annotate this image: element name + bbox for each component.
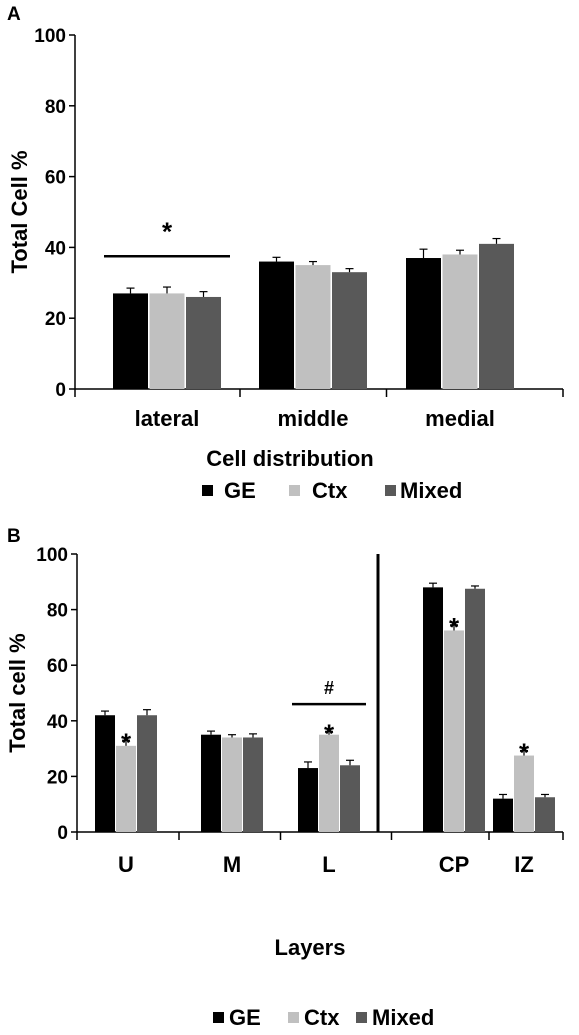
- legend-swatch-ctx: [289, 485, 300, 496]
- y-tick-label: 0: [55, 380, 66, 401]
- legend-label-ctx: Ctx: [304, 1005, 340, 1030]
- significance-marker: *: [324, 718, 335, 748]
- y-axis-title: Total cell %: [5, 633, 30, 752]
- bar-ge: [201, 734, 221, 832]
- bar-ctx: [444, 630, 464, 832]
- bar-mixed: [137, 715, 157, 832]
- y-tick-label: 20: [45, 309, 66, 330]
- legend-swatch-ctx: [288, 1012, 299, 1023]
- x-category-label: U: [118, 852, 134, 877]
- chart-panel-b: B 0 20 40 60 80 100 U M L CP IZ Layers Total cell % * *…: [5, 526, 564, 1030]
- x-category-label: lateral: [135, 406, 200, 431]
- bar-ge: [493, 798, 513, 832]
- y-tick-label: 40: [47, 712, 68, 733]
- bar-ge: [259, 261, 294, 389]
- legend: GE Ctx Mixed: [202, 478, 462, 503]
- panel-letter: A: [7, 4, 21, 25]
- bar-mixed: [479, 243, 514, 389]
- bar-mixed: [332, 272, 367, 389]
- x-category-label: middle: [278, 406, 349, 431]
- y-tick-label: 100: [36, 545, 68, 566]
- x-category-label: IZ: [514, 852, 534, 877]
- significance-marker: *: [162, 216, 173, 246]
- y-tick-label: 80: [45, 97, 66, 118]
- bar-ge: [113, 293, 148, 389]
- bar-ctx: [295, 265, 331, 389]
- bar-mixed: [535, 797, 555, 832]
- significance-marker: #: [324, 678, 334, 698]
- legend-swatch-ge: [202, 485, 213, 496]
- x-category-label: L: [322, 852, 335, 877]
- legend-swatch-ge: [213, 1012, 224, 1023]
- significance-marker: *: [121, 727, 132, 757]
- bar-ctx: [514, 755, 534, 832]
- legend-label-mixed: Mixed: [372, 1005, 434, 1030]
- bar-mixed: [465, 588, 485, 832]
- panel-letter: B: [7, 526, 21, 547]
- y-tick-label: 80: [47, 601, 68, 622]
- x-category-label: CP: [439, 852, 470, 877]
- x-axis-title: Cell distribution: [206, 446, 373, 471]
- bar-ctx: [116, 745, 136, 832]
- legend-label-ctx: Ctx: [312, 478, 348, 503]
- y-tick-label: 60: [47, 656, 68, 677]
- significance-marker: *: [519, 738, 530, 768]
- y-tick-label: 0: [57, 823, 68, 844]
- y-axis-title: Total Cell %: [7, 150, 32, 273]
- legend-swatch-mixed: [385, 485, 396, 496]
- chart-panel-a: A 0 20 40 60 80 100 lateral middle medial Cell dis…: [7, 4, 564, 503]
- significance-marker: *: [449, 612, 460, 642]
- y-tick-label: 20: [47, 767, 68, 788]
- bar-ge: [423, 587, 443, 832]
- bar-mixed: [186, 296, 221, 389]
- bar-ctx: [149, 293, 185, 389]
- y-tick-label: 40: [45, 238, 66, 259]
- bar-mixed: [340, 765, 360, 832]
- legend: GE Ctx Mixed: [213, 1005, 434, 1030]
- bar-ctx: [319, 734, 339, 832]
- x-category-label: M: [223, 852, 241, 877]
- bar-ge: [298, 768, 318, 832]
- x-axis-title: Layers: [275, 935, 346, 960]
- legend-label-ge: GE: [224, 478, 256, 503]
- y-tick-label: 100: [34, 26, 66, 47]
- bar-ctx: [222, 737, 242, 832]
- legend-swatch-mixed: [356, 1012, 367, 1023]
- x-category-label: medial: [425, 406, 495, 431]
- bar-ge: [95, 715, 115, 832]
- legend-label-mixed: Mixed: [400, 478, 462, 503]
- bar-ctx: [442, 254, 478, 389]
- bar-ge: [406, 258, 441, 389]
- bar-mixed: [243, 737, 263, 832]
- y-tick-label: 60: [45, 168, 66, 189]
- legend-label-ge: GE: [229, 1005, 261, 1030]
